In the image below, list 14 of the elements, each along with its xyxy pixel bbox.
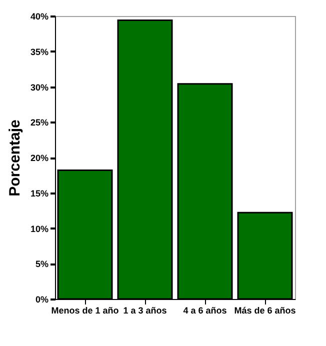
y-tick-label: 35% <box>30 46 48 57</box>
y-axis-title: Porcentaje <box>6 120 24 196</box>
y-tick-label: 40% <box>30 12 48 22</box>
y-tick-label: 30% <box>30 82 48 92</box>
y-tick-label: 15% <box>30 188 48 198</box>
x-tick-label: 1 a 3 años <box>123 306 167 316</box>
y-tick-label: 20% <box>30 153 48 163</box>
x-tick-label: Menos de 1 año <box>51 306 120 316</box>
y-tick-label: 5% <box>35 259 48 270</box>
y-tick-label: 0% <box>35 294 48 304</box>
x-tick-label: 4 a 6 años <box>183 306 227 316</box>
y-tick-label: 10% <box>30 224 48 234</box>
y-tick-label: 25% <box>30 118 48 128</box>
x-tick-label: Más de 6 años <box>234 306 296 316</box>
